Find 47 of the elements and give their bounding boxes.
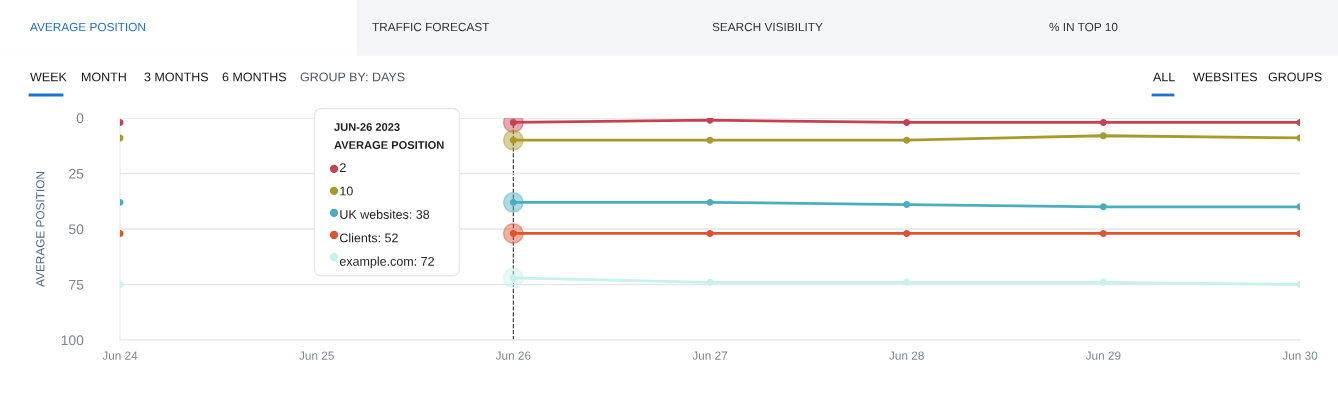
point bbox=[903, 118, 911, 126]
point bbox=[706, 198, 714, 206]
point bbox=[903, 278, 911, 286]
y-tick-label: 100 bbox=[61, 335, 84, 346]
text: 3 MONTHS bbox=[144, 72, 209, 82]
x-tick-label: Jun 27 bbox=[692, 351, 728, 360]
text: AVERAGE POSITION bbox=[30, 22, 145, 32]
x-tick-label: Jun 29 bbox=[1085, 351, 1121, 360]
x-tick-label: Jun 28 bbox=[889, 351, 924, 360]
text: WEBSITES bbox=[1193, 72, 1258, 82]
annotation: 10 bbox=[340, 186, 353, 196]
point bbox=[1099, 229, 1107, 237]
text: 6 MONTHS bbox=[222, 72, 287, 82]
y-axis-title: AVERAGE POSITION bbox=[334, 141, 444, 149]
annotation: JUN-26 2023 bbox=[334, 123, 400, 131]
text: % IN TOP 10 bbox=[1049, 22, 1118, 32]
point bbox=[706, 278, 714, 286]
x-tick-label: Jun 25 bbox=[299, 351, 334, 360]
point bbox=[1099, 278, 1107, 286]
x-tick-label: Jun 30 bbox=[1282, 351, 1318, 360]
y-tick-label: 75 bbox=[69, 279, 84, 290]
annotation: example.com: 72 bbox=[339, 256, 434, 269]
point bbox=[903, 136, 911, 144]
y-tick-label: 50 bbox=[69, 224, 84, 235]
point bbox=[903, 201, 911, 209]
point bbox=[1099, 118, 1107, 126]
annotation: Clients: 52 bbox=[340, 233, 398, 243]
text: MONTH bbox=[82, 72, 126, 82]
text: TRAFFIC FORECAST bbox=[372, 22, 490, 32]
text: WEEK bbox=[30, 72, 67, 82]
text: GROUP BY: DAYS bbox=[300, 72, 405, 82]
y-tick-label: 0 bbox=[76, 113, 84, 124]
text: AVERAGE POSITION bbox=[36, 172, 45, 287]
x-tick-label: Jun 24 bbox=[102, 351, 138, 360]
text: GROUPS bbox=[1268, 72, 1322, 82]
point bbox=[706, 118, 714, 124]
point bbox=[1099, 132, 1107, 140]
text: ALL bbox=[1153, 72, 1175, 82]
point bbox=[706, 136, 714, 144]
x-tick-label: Jun 26 bbox=[495, 351, 531, 360]
point bbox=[706, 229, 714, 237]
text: SEARCH VISIBILITY bbox=[712, 22, 823, 32]
annotation: UK websites: 38 bbox=[340, 209, 430, 219]
point bbox=[1099, 203, 1107, 211]
y-tick-label: 25 bbox=[69, 168, 84, 179]
point bbox=[903, 229, 911, 237]
annotation: 2 bbox=[339, 163, 346, 172]
